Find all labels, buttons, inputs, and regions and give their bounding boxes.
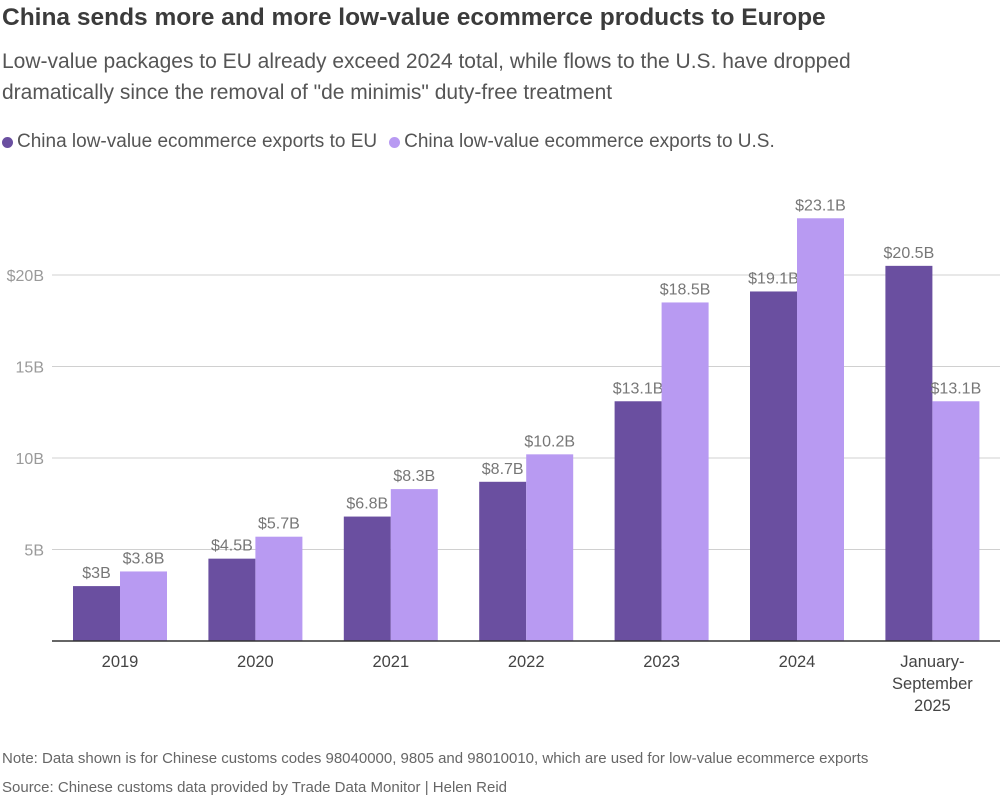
y-tick-label: 10B <box>16 451 44 468</box>
chart-source: Source: Chinese customs data provided by… <box>2 779 507 796</box>
bar-us <box>661 302 709 641</box>
data-label: $19.1B <box>748 270 799 287</box>
legend-label-us: China low-value ecommerce exports to U.S… <box>404 131 775 152</box>
bar-eu <box>479 481 527 641</box>
x-tick-label: 2020 <box>237 653 274 671</box>
chart-subtitle: Low-value packages to EU already exceed … <box>2 50 851 104</box>
data-label: $4.5B <box>211 538 253 555</box>
data-label: $23.1B <box>795 197 846 214</box>
x-tick-label: January- September 2025 <box>892 653 973 715</box>
bar-eu <box>343 516 391 641</box>
y-tick-label: 5B <box>24 543 44 560</box>
legend: China low-value ecommerce exports to EU … <box>2 131 775 153</box>
x-tick-label-line: September <box>892 675 973 693</box>
data-label: $8.3B <box>393 468 435 485</box>
data-label: $5.7B <box>258 516 300 533</box>
bar-us <box>390 489 438 641</box>
chart-note: Note: Data shown is for Chinese customs … <box>2 750 869 767</box>
legend-swatch-us <box>389 136 401 148</box>
bar-us <box>797 218 844 641</box>
x-tick-label: 2023 <box>643 653 680 671</box>
y-tick-label: 15B <box>16 360 44 377</box>
data-label: $20.5B <box>884 245 935 262</box>
x-tick-label-line: 2024 <box>779 653 816 671</box>
chart-title: China sends more and more low-value ecom… <box>2 4 826 31</box>
x-tick-label-line: 2025 <box>914 697 951 715</box>
data-label: $6.8B <box>346 496 388 513</box>
data-label: $8.7B <box>482 461 524 478</box>
bar-eu <box>750 291 797 641</box>
legend-label-eu: China low-value ecommerce exports to EU <box>17 131 378 152</box>
x-tick-label: 2024 <box>779 653 816 671</box>
y-tick-label: $20B <box>7 268 44 285</box>
data-label: $10.2B <box>524 433 575 450</box>
bar-us <box>526 454 574 641</box>
legend-item-us: China low-value ecommerce exports to U.S… <box>389 131 775 153</box>
bar-us <box>932 401 980 641</box>
x-tick-label-line: 2022 <box>508 653 545 671</box>
data-label: $13.1B <box>613 380 664 397</box>
x-tick-label-line: 2023 <box>643 653 680 671</box>
x-tick-label: 2019 <box>102 653 139 671</box>
bar-eu <box>73 586 120 641</box>
x-tick-label-line: January- <box>900 653 964 671</box>
x-tick-label: 2021 <box>372 653 409 671</box>
bar-eu <box>614 401 662 641</box>
legend-swatch-eu <box>2 136 13 148</box>
data-label: $3B <box>82 565 110 582</box>
x-tick-label: 2022 <box>508 653 545 671</box>
data-label: $13.1B <box>931 380 982 397</box>
x-tick-label-line: 2021 <box>372 653 409 671</box>
data-label: $18.5B <box>660 281 711 298</box>
legend-item-eu: China low-value ecommerce exports to EU <box>2 131 377 153</box>
bar-us <box>255 536 303 641</box>
x-tick-label-line: 2020 <box>237 653 274 671</box>
data-label: $3.8B <box>123 550 165 567</box>
bar-eu <box>208 558 256 641</box>
bar-us <box>120 571 167 641</box>
x-tick-label-line: 2019 <box>102 653 139 671</box>
bar-eu <box>885 265 933 641</box>
